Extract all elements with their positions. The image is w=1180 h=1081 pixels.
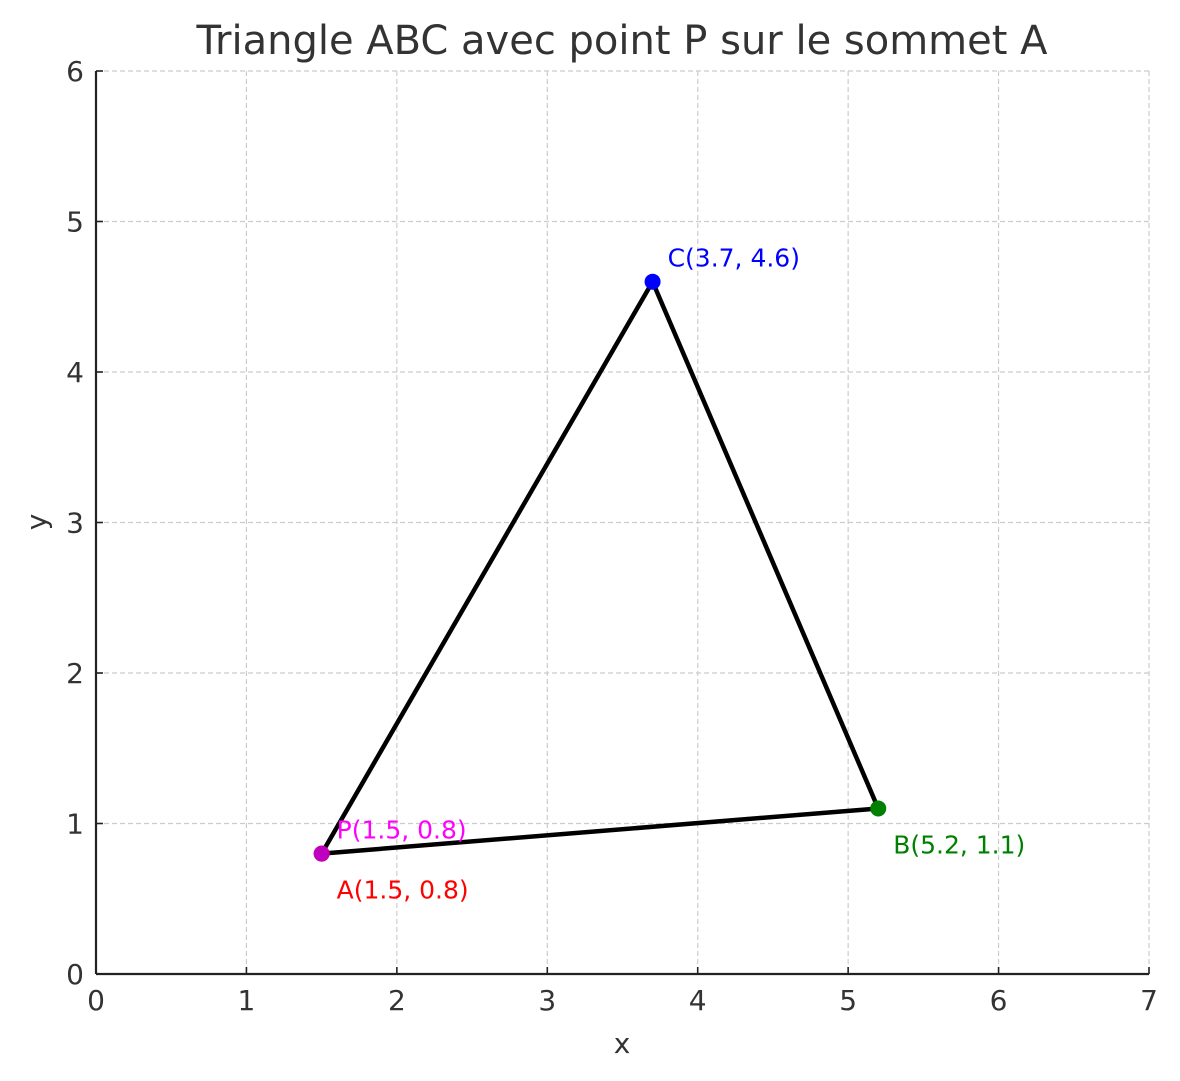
axes — [94, 70, 1150, 976]
triangle-layer — [317, 276, 882, 857]
point-a-label: A(1.5, 0.8) — [337, 876, 469, 905]
y-tick-label: 4 — [66, 356, 84, 389]
y-axis-label: y — [20, 514, 53, 531]
y-tick-label: 3 — [66, 507, 84, 540]
y-tick-label: 5 — [66, 206, 84, 239]
point-markers — [313, 273, 887, 862]
point-c-label: C(3.7, 4.6) — [668, 244, 800, 273]
x-tick-label: 7 — [1140, 984, 1158, 1017]
point-labels: A(1.5, 0.8) B(5.2, 1.1) C(3.7, 4.6) P(1.5, … — [337, 244, 1026, 905]
x-tick-label: 0 — [87, 984, 105, 1017]
point-b-marker — [870, 800, 887, 817]
x-tick-label: 2 — [388, 984, 406, 1017]
x-tick-label: 6 — [990, 984, 1008, 1017]
x-tick-label: 3 — [538, 984, 556, 1017]
x-tick-label: 4 — [689, 984, 707, 1017]
point-p-label: P(1.5, 0.8) — [337, 816, 467, 845]
chart-title: Triangle ABC avec point P sur le sommet … — [195, 18, 1048, 64]
point-c-marker — [644, 273, 661, 290]
y-tick-label: 0 — [66, 958, 84, 991]
y-tick-labels: 0 1 2 3 4 5 6 — [66, 55, 84, 991]
point-p-marker — [313, 845, 330, 862]
y-tick-label: 2 — [66, 657, 84, 690]
y-tick-label: 6 — [66, 55, 84, 88]
x-tick-labels: 0 1 2 3 4 5 6 7 — [87, 984, 1158, 1017]
x-tick-label: 5 — [839, 984, 857, 1017]
point-b-label: B(5.2, 1.1) — [893, 830, 1025, 859]
triangle-abc — [317, 276, 882, 857]
x-tick-label: 1 — [238, 984, 256, 1017]
y-tick-label: 1 — [66, 808, 84, 841]
x-axis-label: x — [614, 1027, 631, 1060]
